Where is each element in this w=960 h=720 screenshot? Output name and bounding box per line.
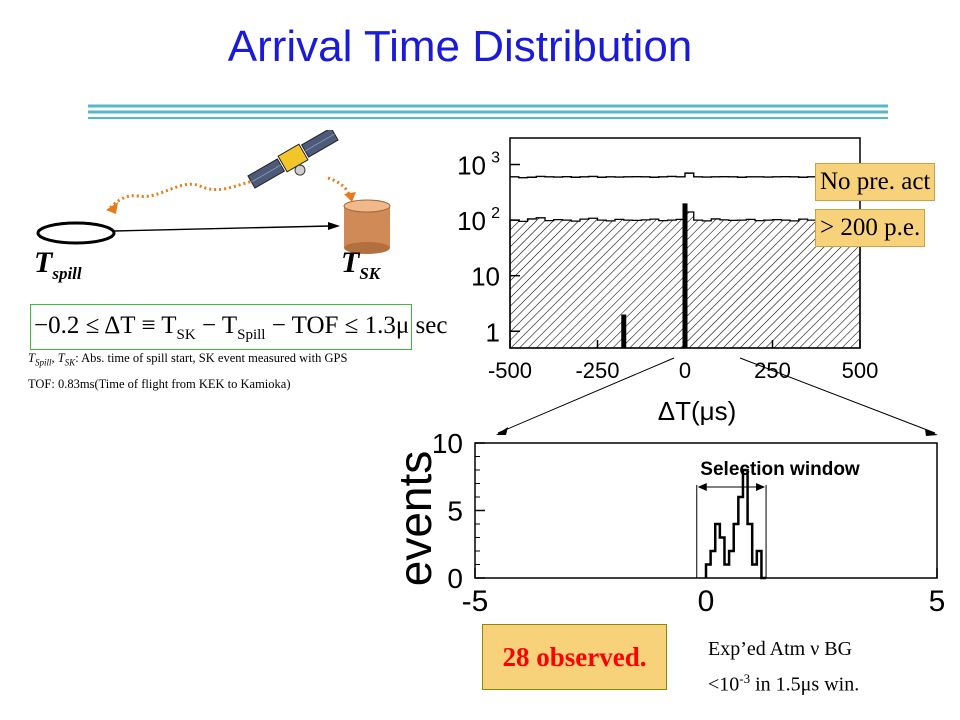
x-tick-label: -5 <box>462 585 489 615</box>
pe-cut-tag: > 200 p.e. <box>815 209 926 247</box>
y-tick-label: 10 <box>432 428 463 459</box>
beam-arrow <box>113 225 331 232</box>
page-title: Arrival Time Distribution <box>227 22 693 71</box>
gps-note: TSpill, TSK: Abs. time of spill start, S… <box>28 351 348 368</box>
events-histogram <box>704 468 767 580</box>
y-tick-exponent: 3 <box>491 150 500 167</box>
peak-bar <box>621 314 627 348</box>
y-tick-label: 5 <box>447 496 463 527</box>
y-tick-exponent: 2 <box>491 205 500 222</box>
x-tick-label: 0 <box>679 358 691 383</box>
expected-background: Exp’ed Atm ν BG <10-3 in 1.5μs win. <box>708 638 860 696</box>
t-spill-label: Tspill <box>34 246 82 283</box>
gps-signal-left <box>108 178 261 210</box>
y-tick-label: 10 <box>471 262 500 292</box>
series-no-pre-act <box>510 172 860 179</box>
x-tick-label: 500 <box>842 358 879 383</box>
selection-window-label: Selection window <box>700 459 860 480</box>
peak-bar <box>682 203 688 348</box>
formula-box <box>30 304 412 350</box>
detector-cylinder-icon <box>343 199 391 254</box>
y-axis-label: events <box>389 451 441 587</box>
x-tick-label: 5 <box>929 585 946 615</box>
zoom-lines <box>496 357 938 436</box>
y-tick-label: 10 <box>457 151 486 181</box>
x-tick-label: -250 <box>575 358 619 383</box>
gps-signal-right <box>327 176 352 199</box>
window-arrow-right <box>756 483 766 491</box>
x-tick-label: -500 <box>488 358 532 383</box>
formula-text: −0.2 ≤ ΔT ≡ TSK − TSpill − TOF ≤ 1.3μ se… <box>34 312 448 343</box>
no-pre-act-tag: No pre. act <box>815 163 936 201</box>
spill-ring-icon <box>36 221 116 245</box>
timing-diagram <box>36 130 391 254</box>
y-tick-label: 0 <box>447 563 463 594</box>
y-tick-label: 10 <box>457 206 486 236</box>
y-tick-label: 1 <box>486 317 500 347</box>
t-sk-label: TSK <box>341 246 381 283</box>
x-axis-label: ΔT(μs) <box>658 396 737 426</box>
x-tick-label: 0 <box>698 585 715 615</box>
title-underline <box>88 104 888 119</box>
window-arrow-left <box>697 483 707 491</box>
satellite-icon <box>247 130 339 189</box>
observed-count: 28 observed. <box>482 624 667 690</box>
tof-note: TOF: 0.83ms(Time of flight from KEK to K… <box>28 377 291 391</box>
